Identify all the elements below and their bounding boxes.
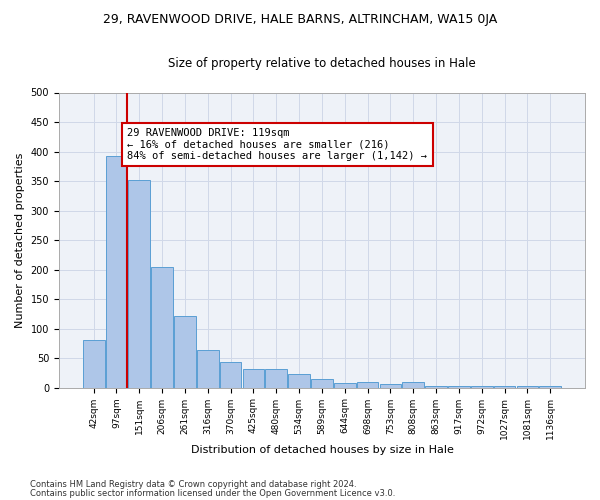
Bar — [106, 156, 127, 388]
Bar — [517, 386, 538, 388]
Bar — [403, 382, 424, 388]
Bar — [197, 350, 218, 388]
Bar — [220, 362, 241, 388]
Bar — [288, 374, 310, 388]
Bar — [494, 386, 515, 388]
Bar — [83, 340, 104, 388]
Bar — [242, 368, 265, 388]
Title: Size of property relative to detached houses in Hale: Size of property relative to detached ho… — [168, 58, 476, 70]
Bar — [128, 180, 150, 388]
Bar — [448, 386, 470, 388]
Text: Contains HM Land Registry data © Crown copyright and database right 2024.: Contains HM Land Registry data © Crown c… — [30, 480, 356, 489]
Bar — [471, 386, 493, 388]
Bar — [265, 368, 287, 388]
X-axis label: Distribution of detached houses by size in Hale: Distribution of detached houses by size … — [191, 445, 454, 455]
Text: 29, RAVENWOOD DRIVE, HALE BARNS, ALTRINCHAM, WA15 0JA: 29, RAVENWOOD DRIVE, HALE BARNS, ALTRINC… — [103, 12, 497, 26]
Bar — [425, 386, 447, 388]
Text: Contains public sector information licensed under the Open Government Licence v3: Contains public sector information licen… — [30, 488, 395, 498]
Bar — [334, 383, 356, 388]
Y-axis label: Number of detached properties: Number of detached properties — [15, 152, 25, 328]
Bar — [357, 382, 379, 388]
Text: 29 RAVENWOOD DRIVE: 119sqm
← 16% of detached houses are smaller (216)
84% of sem: 29 RAVENWOOD DRIVE: 119sqm ← 16% of deta… — [127, 128, 427, 161]
Bar — [311, 380, 333, 388]
Bar — [539, 386, 561, 388]
Bar — [174, 316, 196, 388]
Bar — [151, 267, 173, 388]
Bar — [380, 384, 401, 388]
